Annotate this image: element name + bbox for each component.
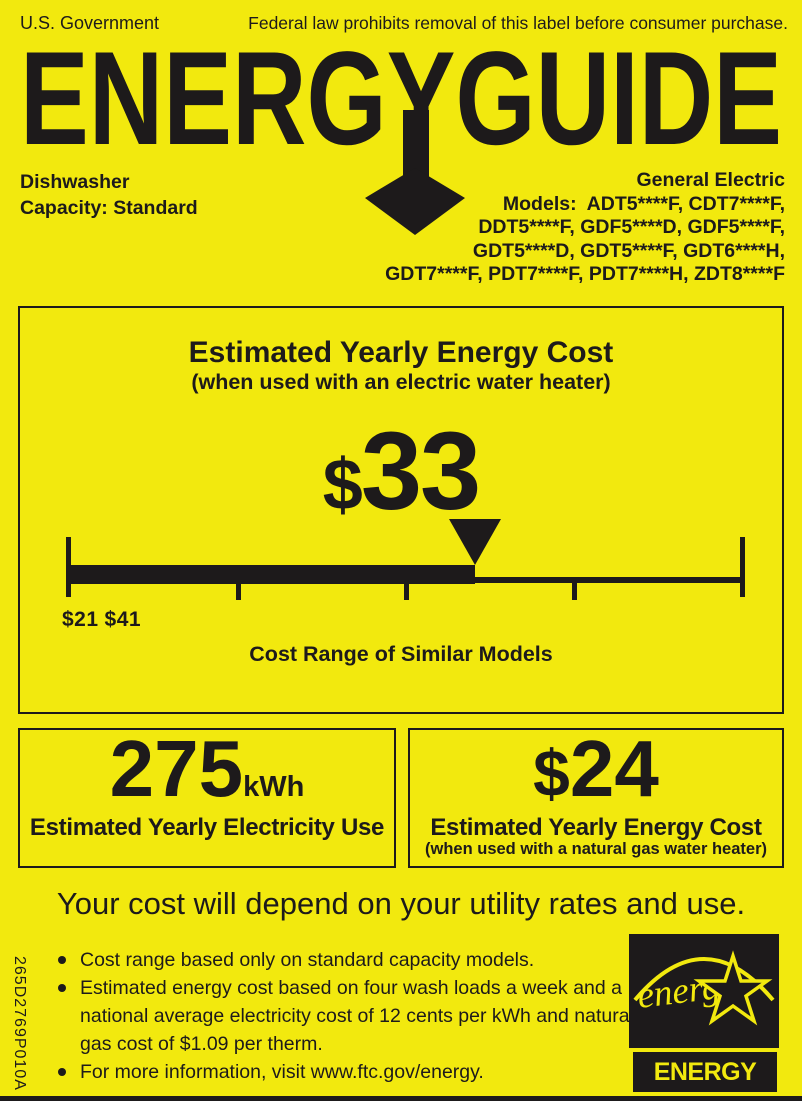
electricity-label: Estimated Yearly Electricity Use [29, 814, 385, 841]
bottom-border-line [0, 1096, 802, 1101]
gas-cost-sublabel: (when used with a natural gas water heat… [425, 840, 767, 858]
footnote-text: For more information, visit www.ftc.gov/… [80, 1061, 484, 1083]
utility-rates-heading: Your cost will depend on your utility ra… [56, 886, 746, 921]
models-line: Models: ADT5****F, CDT7****F, [502, 192, 785, 215]
gas-cost-value: $24 [410, 729, 782, 809]
footnote-item: Estimated energy cost based on four wash… [56, 974, 648, 1058]
scale-quarter-tick [404, 583, 409, 600]
models-line: GDT5****D, GDT5****F, GDT6****H, [472, 239, 785, 262]
panel-subtitle: (when used with an electric water heater… [191, 370, 611, 394]
cost-number: 33 [360, 410, 481, 533]
gas-cost-label: Estimated Yearly Energy Cost [430, 814, 762, 841]
range-low-label: $21 [62, 608, 99, 631]
kwh-unit: kWh [243, 771, 305, 803]
cost-pointer-triangle [449, 519, 501, 565]
label-part-number: 265D2769P010A [11, 956, 28, 1091]
estimated-cost-value: $33 [20, 417, 782, 527]
scale-quarter-tick [572, 583, 577, 600]
scale-quarter-tick [236, 583, 241, 600]
manufacturer-info: General Electric Models: ADT5****F, CDT7… [385, 169, 785, 287]
currency-sign: $ [322, 445, 363, 525]
yearly-energy-cost-panel: Estimated Yearly Energy Cost (when used … [18, 306, 784, 714]
electricity-use-panel: 275kWh Estimated Yearly Electricity Use [18, 728, 396, 868]
footnote-text: Cost range based only on standard capaci… [80, 949, 535, 971]
appliance-capacity: Capacity: Standard [20, 197, 198, 219]
models-line: GDT7****F, PDT7****F, PDT7****H, ZDT8***… [385, 263, 785, 285]
gas-cost-number: 24 [569, 724, 659, 813]
us-government-text: U.S. Government [20, 13, 160, 33]
appliance-info: Dishwasher Capacity: Standard [20, 169, 198, 221]
star-icon [693, 950, 773, 1026]
models-line: DDT5****F, GDF5****D, GDF5****F, [478, 216, 785, 238]
scale-right-tick [740, 537, 745, 597]
panel-title: Estimated Yearly Energy Cost [188, 336, 614, 369]
down-arrow-icon [365, 110, 465, 235]
range-high-label: $41 [104, 608, 142, 631]
appliance-type: Dishwasher [20, 171, 130, 193]
bullet-icon [58, 1068, 66, 1076]
energyguide-logo: ENERGYGUIDE [20, 46, 782, 148]
energy-star-wordmark: ENERGY STAR [633, 1052, 777, 1101]
electricity-value: 275kWh [20, 729, 394, 809]
footnote-item: For more information, visit www.ftc.gov/… [56, 1058, 648, 1086]
cost-scale-filled-bar [68, 565, 475, 584]
bullet-icon [58, 984, 66, 992]
cost-range-labels: $21 $41 [62, 608, 147, 632]
footnote-text: Estimated energy cost based on four wash… [80, 977, 634, 1055]
footnote-item: Cost range based only on standard capaci… [56, 946, 648, 974]
energyguide-logo-text: ENERGYGUIDE [20, 46, 782, 148]
kwh-number: 275 [109, 724, 244, 813]
manufacturer-name: General Electric [636, 169, 786, 191]
bullet-icon [58, 956, 66, 964]
gas-cost-panel: $24 Estimated Yearly Energy Cost (when u… [408, 728, 784, 868]
energy-star-logo: energy [629, 934, 779, 1048]
footnote-list: Cost range based only on standard capaci… [56, 946, 648, 1086]
federal-notice-text: Federal law prohibits removal of this la… [248, 13, 788, 33]
currency-sign: $ [533, 736, 570, 810]
cost-range-caption: Cost Range of Similar Models [249, 642, 553, 666]
energy-star-emblem: energy [633, 950, 775, 1026]
